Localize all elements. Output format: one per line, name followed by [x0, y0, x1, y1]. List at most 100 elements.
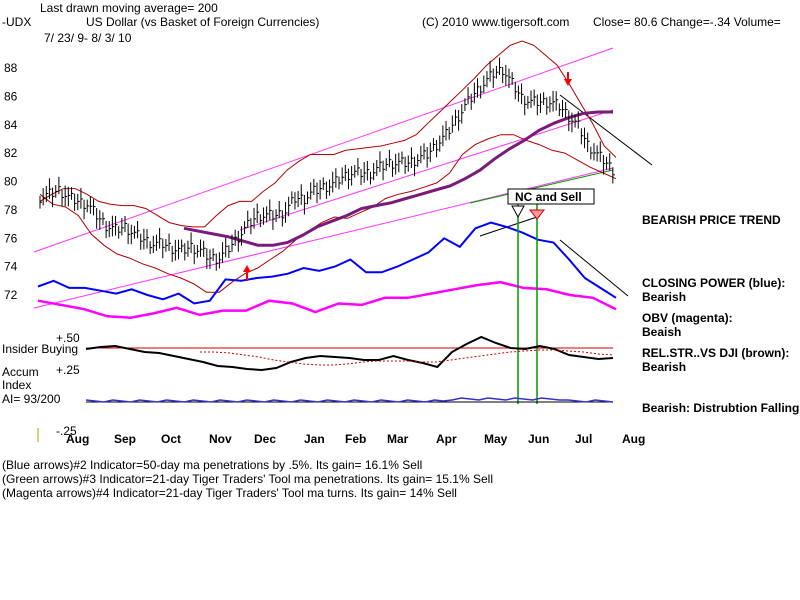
y-tick-74: 74 [4, 260, 18, 274]
price-bar [404, 156, 408, 174]
y-tick-84: 84 [4, 118, 18, 132]
price-bar [338, 176, 342, 190]
price-bar [272, 210, 275, 230]
price-bar [297, 191, 301, 208]
price-bar [483, 75, 486, 93]
sell-arrow [564, 72, 572, 86]
price-bar [237, 231, 241, 252]
price-bar [303, 194, 307, 215]
price-bar [86, 199, 90, 213]
price-bar [70, 187, 74, 200]
price-bar [143, 228, 146, 250]
price-bar [539, 93, 543, 113]
channel-mid-line [239, 109, 614, 231]
label-m25: -.25 [56, 424, 77, 438]
price-bar [417, 154, 420, 167]
price-bar [168, 233, 172, 251]
price-bar [401, 151, 404, 165]
price-bar [206, 248, 209, 269]
price-bar [234, 229, 238, 246]
resistance-line [479, 215, 541, 237]
x-tick-nov: Nov [209, 432, 232, 446]
price-bar [118, 225, 121, 239]
price-bar [599, 141, 603, 163]
price-bar [480, 85, 483, 99]
price-bar [121, 218, 124, 236]
price-bar [209, 249, 212, 270]
price-bar [111, 215, 115, 237]
price-bar [464, 98, 467, 111]
label-insider: Insider Buying [2, 342, 78, 356]
price-bar [495, 65, 499, 79]
x-tick-may: May [484, 432, 508, 446]
price-bar [162, 238, 165, 259]
green-ma-line [469, 169, 614, 204]
price-bar [341, 167, 345, 185]
price-bar [442, 125, 445, 147]
price-bar [89, 196, 93, 214]
price-bar [181, 239, 184, 253]
price-bar [363, 162, 367, 183]
price-bar [319, 179, 323, 200]
price-bar [351, 166, 354, 186]
price-bar [524, 95, 527, 116]
price-bar [344, 164, 348, 182]
price-bar [67, 186, 71, 207]
price-bar [322, 177, 326, 191]
price-bar [64, 185, 68, 207]
price-bar [379, 151, 382, 172]
price-bar [262, 207, 266, 225]
price-bars [39, 57, 615, 271]
accum-index-line [85, 397, 614, 403]
price-bar [489, 60, 493, 82]
price-bar [269, 199, 272, 221]
price-bar [432, 138, 436, 151]
price-bar [244, 221, 247, 234]
price-bar [536, 94, 540, 116]
label-p25: +.25 [56, 363, 80, 377]
price-bar [294, 192, 297, 210]
price-bar [360, 168, 364, 186]
note-closing-power-value: Bearish [642, 290, 686, 304]
label-p50: +.50 [56, 331, 80, 345]
price-bar [477, 78, 480, 98]
x-tick-mar: Mar [387, 432, 409, 446]
price-bar [278, 200, 282, 219]
buy-arrow [243, 265, 251, 281]
price-bar [354, 164, 357, 178]
x-tick-aug: Aug [66, 432, 89, 446]
price-bar [218, 252, 222, 269]
price-bar [307, 191, 310, 205]
price-bar [215, 253, 219, 271]
ma-note: Last drawn moving average= 200 [40, 1, 218, 15]
price-bar [398, 152, 401, 173]
price-bar [410, 147, 414, 169]
x-tick-jul: Jul [575, 432, 592, 446]
lower-band-line [39, 134, 617, 293]
chart-title: US Dollar (vs Basket of Foreign Currenci… [86, 15, 319, 29]
price-bar [155, 234, 159, 251]
note-relstr-value: Bearish [642, 360, 686, 374]
price-bar [159, 227, 162, 249]
price-bar [395, 153, 398, 175]
price-bar [609, 153, 612, 171]
price-bar [212, 248, 216, 262]
price-bar [259, 214, 263, 228]
nc-down-arrows [511, 205, 546, 220]
price-bar [502, 67, 505, 84]
price-bar [423, 143, 426, 160]
price-bar [514, 81, 518, 100]
y-tick-86: 86 [4, 89, 18, 103]
note-bearish-trend: BEARISH PRICE TREND [642, 213, 781, 227]
price-bar [165, 238, 168, 252]
price-bar [52, 187, 55, 208]
copyright: (C) 2010 www.tigersoft.com [422, 15, 569, 29]
price-bar [200, 239, 203, 257]
x-tick-apr: Apr [436, 432, 457, 446]
label-ai: AI= 93/200 [2, 392, 61, 406]
ticker-symbol: -UDX [2, 15, 31, 29]
price-bar [552, 90, 556, 112]
footer-line-1: (Blue arrows)#2 Indicator=50-day ma pene… [2, 458, 423, 472]
price-bar [511, 72, 515, 85]
